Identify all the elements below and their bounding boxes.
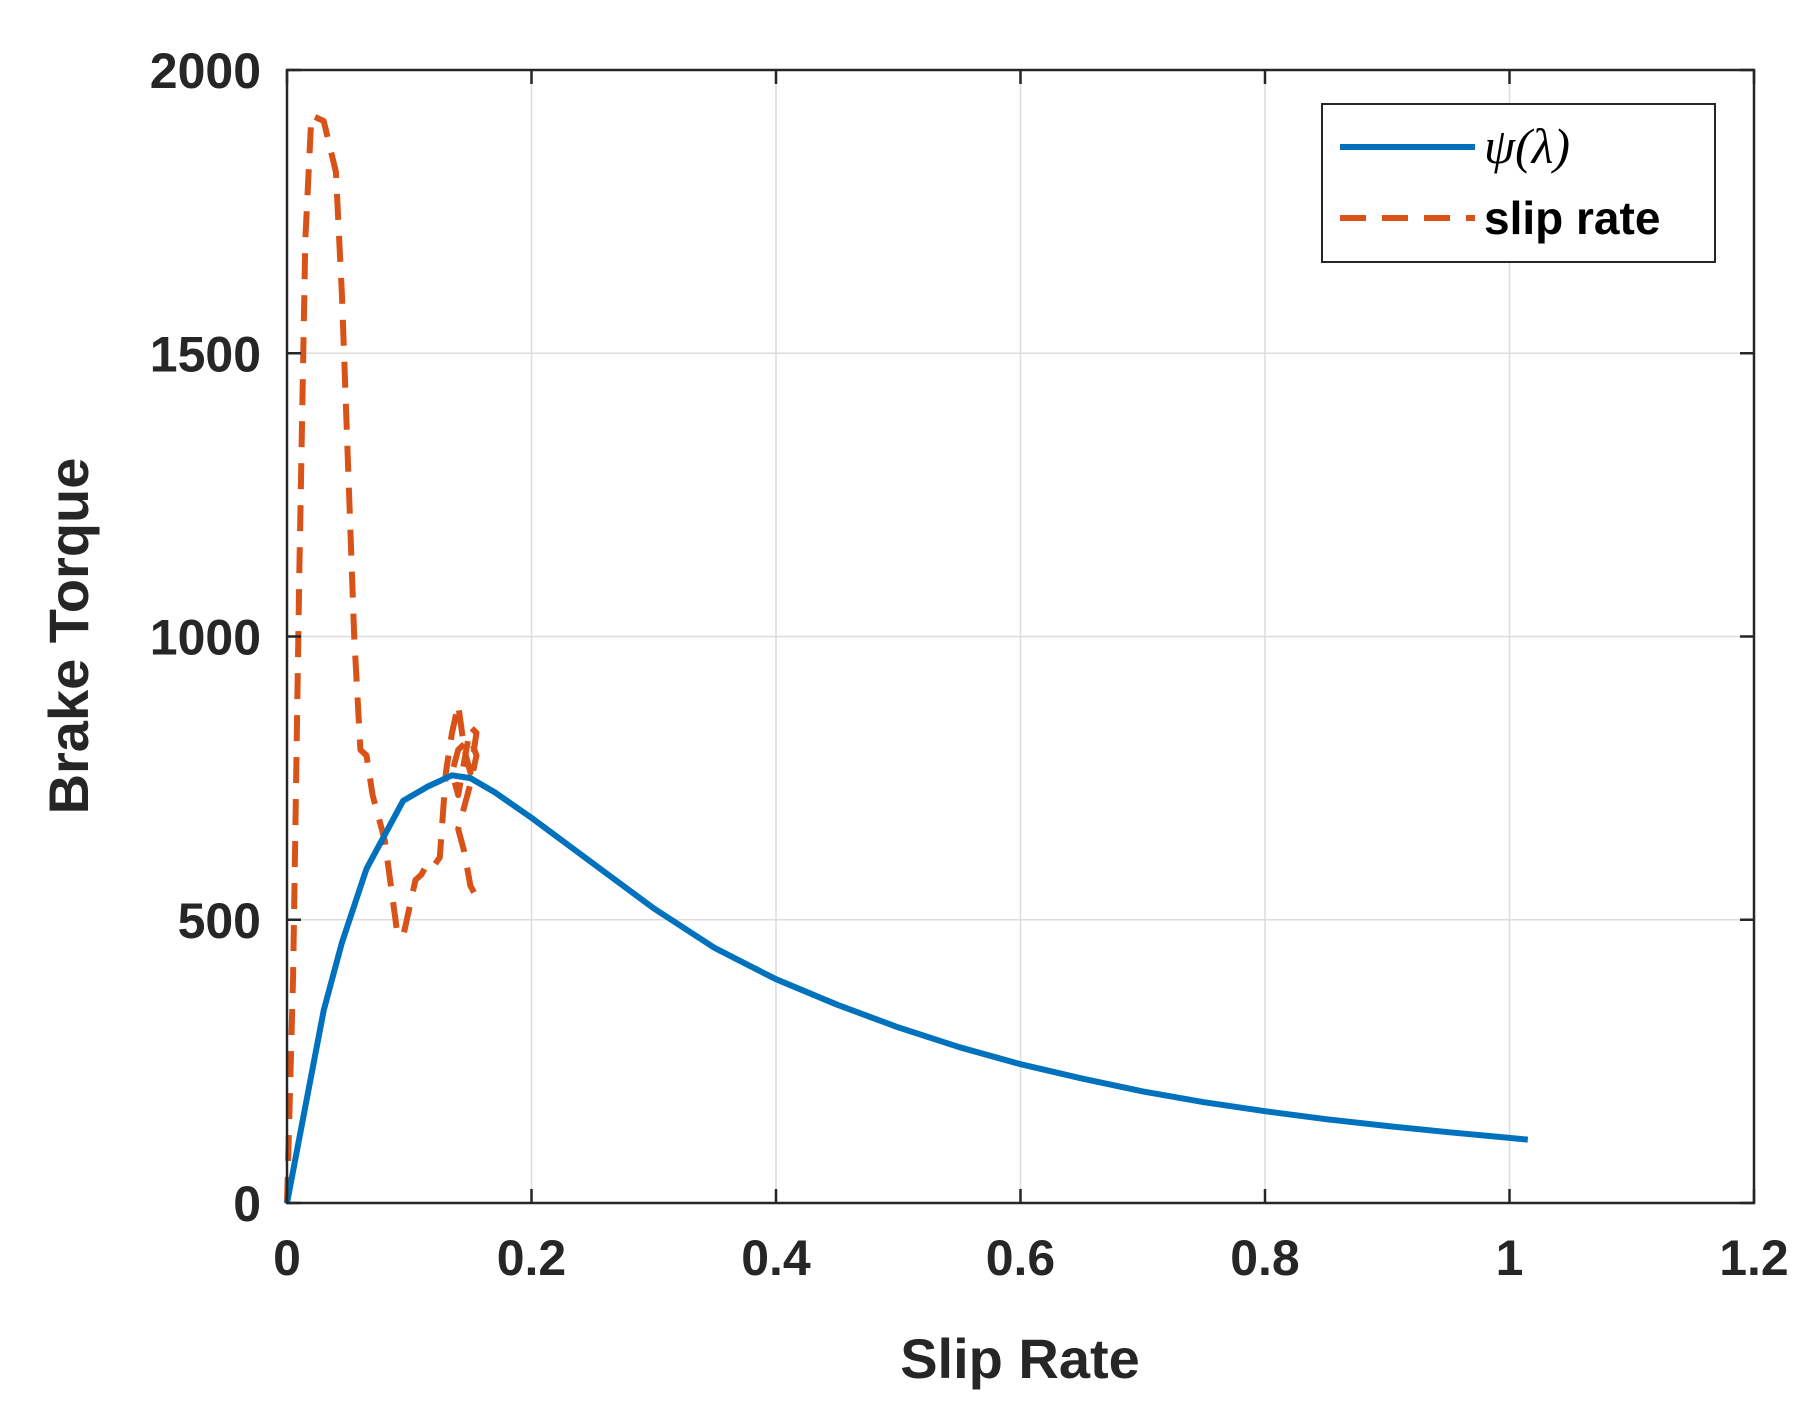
x-tick-label: 1	[1496, 1230, 1524, 1286]
x-tick-label: 0.2	[497, 1230, 567, 1286]
y-tick-label: 1500	[150, 326, 261, 382]
x-tick-label: 0.4	[741, 1230, 811, 1286]
x-tick-label: 0	[273, 1230, 301, 1286]
tick-marks	[285, 68, 1756, 1205]
series-line-psi	[284, 772, 1529, 1204]
legend-label-slip-rate: slip rate	[1484, 192, 1660, 244]
y-tick-labels: 0 500 1000 1500 2000	[150, 43, 261, 1232]
legend: ψ(λ) slip rate	[1321, 103, 1716, 263]
y-tick-label: 1000	[150, 610, 261, 666]
plot-series	[284, 112, 1529, 1204]
x-tick-labels: 0 0.2 0.4 0.6 0.8 1 1.2	[273, 1230, 1789, 1286]
x-tick-label: 1.2	[1719, 1230, 1789, 1286]
y-tick-label: 500	[178, 893, 261, 949]
y-tick-label: 0	[233, 1176, 261, 1232]
x-tick-label: 0.6	[986, 1230, 1056, 1286]
x-axis-label: Slip Rate	[900, 1327, 1140, 1390]
x-tick-label: 0.8	[1230, 1230, 1300, 1286]
y-axis-label: Brake Torque	[37, 458, 100, 815]
legend-label-psi: ψ(λ)	[1484, 118, 1570, 174]
legend-box	[1321, 103, 1716, 263]
y-tick-label: 2000	[150, 43, 261, 99]
